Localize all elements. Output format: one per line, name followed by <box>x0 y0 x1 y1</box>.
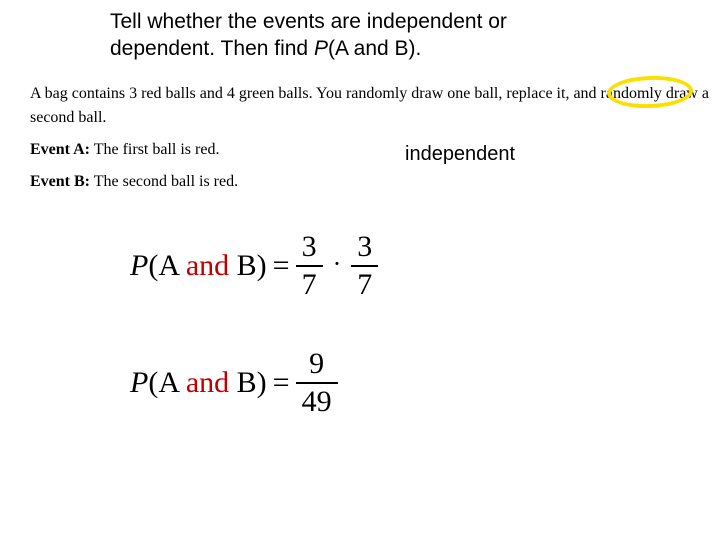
eq1-d2: 7 <box>351 265 378 302</box>
problem-block: A bag contains 3 red balls and 4 green b… <box>30 82 710 194</box>
equations-block: P(A and B) = 3 7 · 3 7 P(A and B) = 9 49 <box>130 230 384 464</box>
equation-2: P(A and B) = 9 49 <box>130 347 384 419</box>
eq2-open: (A <box>148 366 186 399</box>
eq2-d: 49 <box>296 382 338 419</box>
eq1-open: (A <box>148 249 186 282</box>
prompt-line2c: (A and B). <box>328 37 421 60</box>
prompt-line2a: dependent. Then find <box>110 37 314 60</box>
eq2-label: P(A and B) <box>130 366 267 400</box>
event-a-text: The first ball is red. <box>90 141 219 158</box>
event-b-label: Event B: <box>30 173 90 190</box>
eq2-close: B) <box>229 366 267 399</box>
answer-text: independent <box>405 143 515 166</box>
eq1-dot: · <box>333 249 342 279</box>
eq2-frac: 9 49 <box>296 347 338 419</box>
eq1-and: and <box>186 249 229 282</box>
eq1-equals: = <box>273 249 290 283</box>
eq2-P: P <box>130 366 148 399</box>
equation-1: P(A and B) = 3 7 · 3 7 <box>130 230 384 302</box>
eq2-and: and <box>186 366 229 399</box>
eq1-d1: 7 <box>296 265 323 302</box>
scenario-a: A bag contains 3 red balls and 4 green b… <box>30 85 506 102</box>
event-b-line: Event B: The second ball is red. <box>30 170 710 194</box>
eq1-label: P(A and B) <box>130 249 267 283</box>
scenario-highlight: replace it <box>506 85 565 102</box>
eq1-frac1: 3 7 <box>296 230 323 302</box>
prompt-P: P <box>314 37 328 60</box>
eq1-frac2: 3 7 <box>351 230 378 302</box>
eq1-n1: 3 <box>296 230 323 265</box>
event-a-label: Event A: <box>30 141 90 158</box>
event-a-line: Event A: The first ball is red. <box>30 138 710 162</box>
eq1-P: P <box>130 249 148 282</box>
eq1-close: B) <box>229 249 267 282</box>
eq2-equals: = <box>273 366 290 400</box>
eq2-n: 9 <box>303 347 330 382</box>
prompt-line1: Tell whether the events are independent … <box>110 10 507 33</box>
event-b-text: The second ball is red. <box>90 173 238 190</box>
prompt-text: Tell whether the events are independent … <box>110 8 660 63</box>
eq1-n2: 3 <box>351 230 378 265</box>
